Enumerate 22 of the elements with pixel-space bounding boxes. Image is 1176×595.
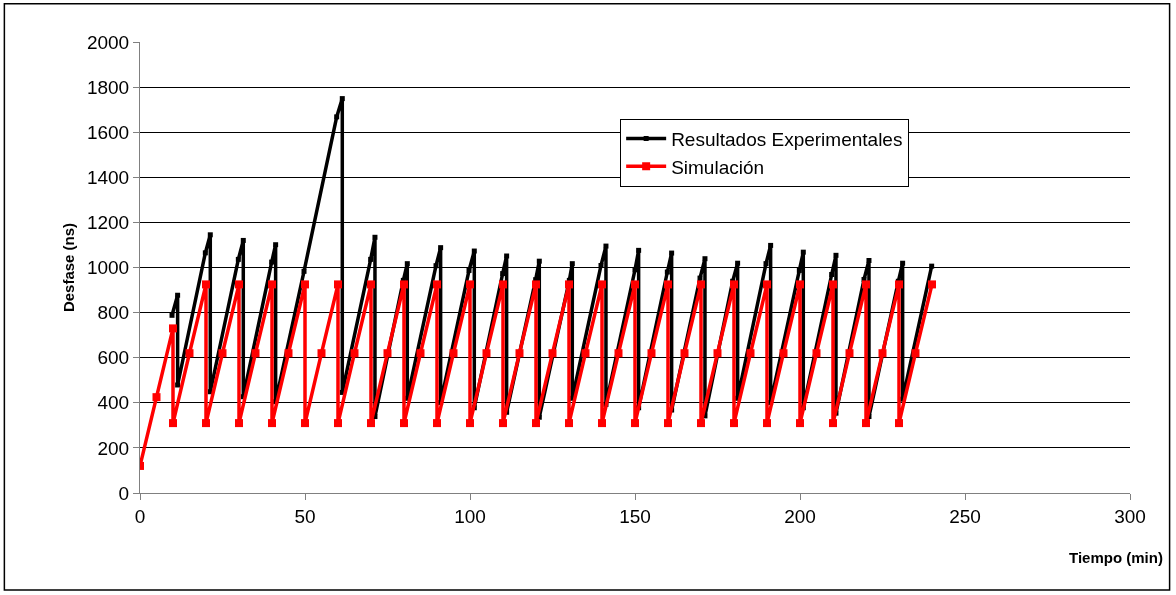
- y-axis-title: Desfase (ns): [60, 222, 78, 313]
- y-tick-label: 800: [97, 302, 130, 324]
- x-tick-label: 0: [134, 505, 146, 527]
- x-tick-label: 250: [949, 505, 981, 527]
- y-tick-label: 1000: [86, 257, 130, 279]
- y-tick-label: 1600: [86, 121, 130, 143]
- y-tick-label: 1200: [86, 212, 130, 234]
- y-tick-label: 0: [118, 482, 130, 504]
- y-tick-label: 600: [97, 347, 130, 369]
- legend-label: Resultados Experimentales: [671, 128, 903, 150]
- x-axis-title: Tiempo (min): [1069, 549, 1163, 566]
- x-tick-label: 300: [1114, 505, 1146, 527]
- y-tick-label: 400: [97, 392, 130, 414]
- y-tick-label: 200: [97, 437, 130, 459]
- x-tick-label: 100: [454, 505, 486, 527]
- y-tick-label: 1800: [86, 76, 130, 98]
- legend-label: Simulación: [671, 156, 765, 178]
- x-tick-label: 200: [784, 505, 816, 527]
- y-tick-label: 1400: [86, 166, 130, 188]
- x-tick-label: 50: [294, 505, 316, 527]
- x-tick-label: 150: [619, 505, 651, 527]
- y-tick-label: 2000: [86, 31, 130, 53]
